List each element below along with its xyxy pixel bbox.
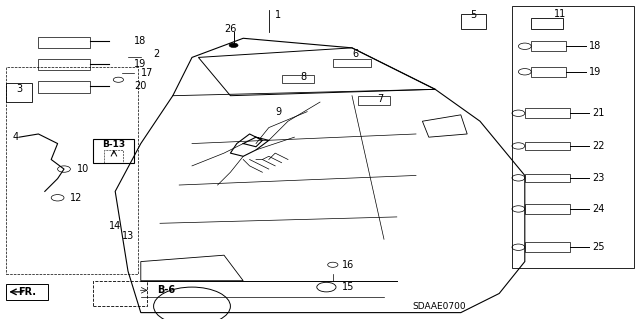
Text: 3: 3 [16,84,22,94]
Text: 8: 8 [301,71,307,82]
Text: 24: 24 [592,204,604,214]
Bar [38,37,90,48]
Text: FR.: FR. [19,287,36,297]
Text: 12: 12 [70,193,83,203]
Text: 21: 21 [592,108,604,118]
Bar [525,142,570,150]
Bar [282,75,314,83]
Bar [6,83,32,102]
Bar [531,18,563,29]
Bar [512,6,634,268]
Text: 5: 5 [470,10,477,19]
Text: 15: 15 [342,282,355,292]
Text: 7: 7 [378,94,384,104]
Bar [525,174,570,182]
Text: 16: 16 [342,260,355,270]
Text: 17: 17 [141,68,153,78]
Text: 1: 1 [275,10,282,19]
Text: 25: 25 [592,242,605,252]
Bar [531,67,566,77]
Bar [104,150,123,163]
Bar [38,59,90,70]
Text: 19: 19 [134,59,147,69]
Text: 9: 9 [275,107,282,117]
Text: 18: 18 [589,41,601,51]
Text: 18: 18 [134,36,147,47]
Bar [6,284,48,300]
Bar [525,108,570,118]
Bar [531,41,566,51]
Text: 6: 6 [352,49,358,59]
Text: B-6: B-6 [157,285,175,295]
Bar [6,67,138,274]
Bar [525,204,570,214]
Bar [93,139,134,163]
Text: 2: 2 [154,49,160,59]
Bar [333,59,371,67]
Bar [358,96,390,105]
Circle shape [229,43,238,48]
Text: 22: 22 [592,141,605,151]
Text: 4: 4 [13,132,19,142]
Text: 14: 14 [109,221,121,232]
Text: 10: 10 [77,164,89,174]
Text: B-13: B-13 [102,140,125,149]
Text: 19: 19 [589,67,601,77]
Bar [461,14,486,29]
Text: 26: 26 [224,24,236,34]
Text: SDAAE0700: SDAAE0700 [413,302,467,311]
Text: 13: 13 [122,231,134,241]
Bar [38,81,90,93]
Text: 11: 11 [554,9,566,19]
Bar [525,242,570,252]
Bar [93,281,147,306]
Text: 20: 20 [134,81,147,91]
Text: 23: 23 [592,173,604,183]
